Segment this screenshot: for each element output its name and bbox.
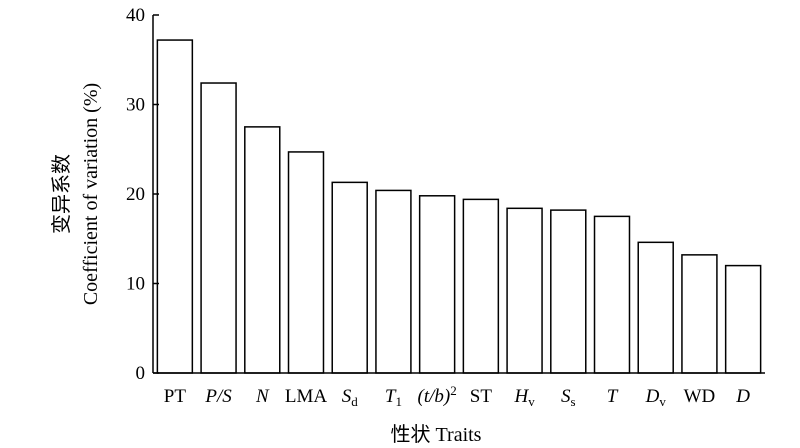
y-ticks: 0 10 20 30 40	[126, 5, 159, 384]
bar	[724, 264, 762, 374]
x-tick-label: P/S	[204, 386, 232, 407]
x-tick-label: Sd	[342, 386, 359, 409]
y-tick-label: 40	[126, 5, 145, 26]
x-tick-label-base: LMA	[285, 386, 328, 407]
x-tick-label-base: P/S	[204, 386, 232, 407]
x-tick-label-base: H	[513, 386, 529, 407]
x-tick-label-base: T	[385, 386, 397, 407]
bar	[637, 241, 674, 374]
bar	[593, 215, 631, 374]
x-tick-label: D	[735, 386, 750, 407]
y-tick-label: 30	[126, 95, 145, 116]
x-tick-labels: PT P/S N LMA Sd T1 (t/b)2 ST Hv Ss T Dv WD D	[164, 383, 751, 409]
bar	[462, 198, 500, 374]
x-tick-label: T1	[385, 386, 402, 409]
x-tick-label-base: WD	[684, 386, 716, 407]
x-tick-label: WD	[684, 386, 716, 407]
x-tick-label: Ss	[561, 386, 576, 409]
x-tick-label-subscript: d	[351, 394, 358, 409]
bar	[375, 189, 412, 374]
x-tick-label-subscript: s	[571, 394, 576, 409]
y-tick-label: 10	[126, 274, 145, 295]
x-tick-label: ST	[470, 386, 493, 407]
bar	[418, 195, 456, 374]
y-tick-label: 20	[126, 184, 145, 205]
x-tick-label-base: T	[607, 386, 619, 407]
x-tick-label-superscript: 2	[450, 383, 457, 398]
bar	[331, 181, 368, 374]
x-tick-label-base: D	[645, 386, 660, 407]
bar	[550, 209, 587, 374]
x-tick-label: T	[607, 386, 619, 407]
x-tick-label: LMA	[285, 386, 328, 407]
x-tick-label-subscript: v	[659, 394, 666, 409]
x-tick-label: N	[255, 386, 270, 407]
bar	[287, 151, 325, 374]
x-tick-label-base: N	[255, 386, 270, 407]
bar	[156, 39, 194, 374]
x-tick-label: PT	[164, 386, 187, 407]
x-tick-label-base: S	[342, 386, 352, 407]
x-tick-label-base: PT	[164, 386, 187, 407]
x-tick-label-base: S	[561, 386, 571, 407]
x-tick-label-base: D	[735, 386, 750, 407]
x-tick-label-base: (t/b)	[418, 386, 451, 407]
y-axis-title-zh: 变异系数	[50, 154, 73, 234]
x-tick-label: (t/b)2	[418, 383, 457, 407]
bars	[156, 39, 762, 374]
bar	[681, 254, 718, 374]
x-tick-label: Hv	[513, 386, 535, 409]
x-tick-label-base: ST	[470, 386, 493, 407]
x-tick-label: Dv	[645, 386, 667, 409]
x-tick-label-subscript: 1	[395, 394, 402, 409]
bar	[506, 207, 543, 374]
y-axis-title-en: Coefficient of variation (%)	[80, 83, 102, 305]
bar	[244, 126, 281, 374]
x-axis-title: 性状 Traits	[391, 423, 482, 446]
y-tick-label: 0	[136, 363, 146, 384]
bar	[200, 82, 237, 374]
x-tick-label-subscript: v	[528, 394, 535, 409]
